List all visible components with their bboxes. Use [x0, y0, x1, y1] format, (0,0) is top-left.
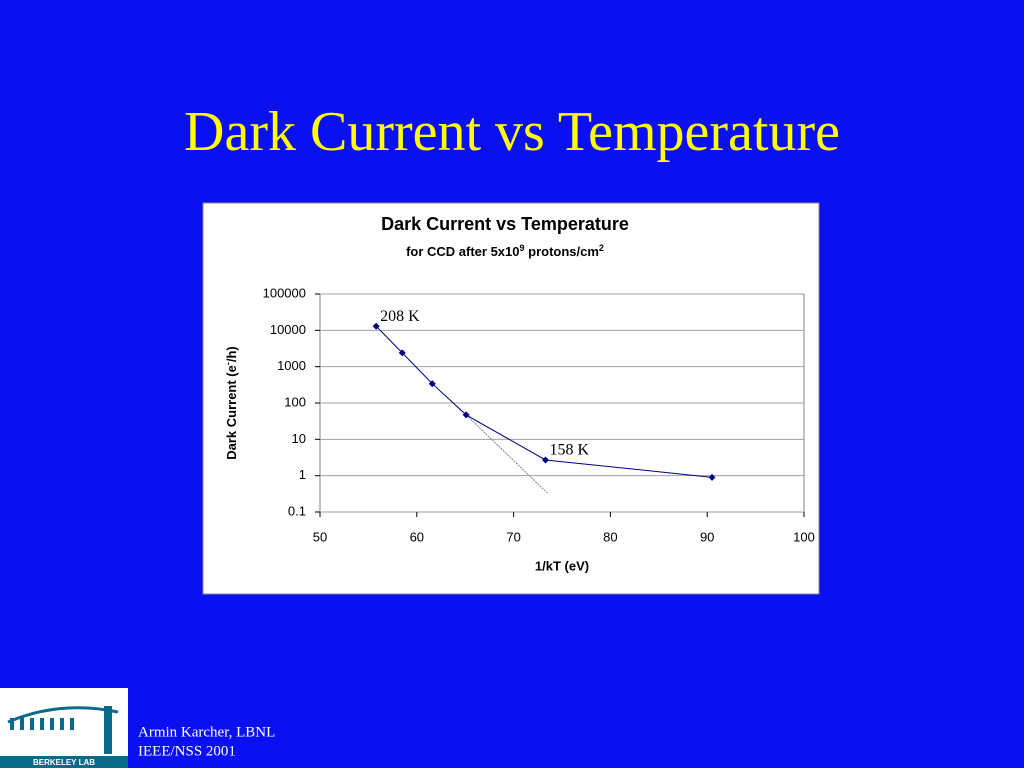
x-tick-label: 60 — [410, 529, 424, 544]
y-tick-label: 1000 — [277, 358, 306, 373]
data-point — [372, 322, 380, 330]
logo: BERKELEY LAB — [0, 688, 128, 768]
x-tick-label: 100 — [793, 529, 815, 544]
logo-posts — [10, 706, 112, 754]
logo-band — [0, 756, 128, 768]
point-annotation: 158 K — [550, 442, 590, 459]
data-point — [428, 380, 436, 388]
y-tick-label: 100 — [284, 394, 306, 409]
superscript: 2 — [599, 243, 604, 253]
text-part: for CCD after 5x10 — [406, 244, 519, 259]
chart-subtitle: for CCD after 5x109 protons/cm2 — [406, 243, 604, 259]
data-point — [462, 411, 470, 419]
y-tick-label: 100000 — [263, 285, 306, 300]
text-part: protons/cm — [525, 244, 599, 259]
logo-text: BERKELEY LAB — [33, 758, 95, 767]
series-line — [375, 325, 713, 478]
data-point — [708, 473, 716, 481]
text-part: Dark Current (e — [224, 365, 239, 460]
y-tick-label: 10000 — [270, 322, 306, 337]
trendline — [465, 414, 548, 494]
footer-author: Armin Karcher, LBNL — [138, 724, 275, 740]
data-point — [542, 456, 550, 464]
x-tick-label: 80 — [603, 529, 617, 544]
chart-title: Dark Current vs Temperature — [381, 214, 629, 234]
y-tick-label: 10 — [292, 431, 306, 446]
x-tick-label: 90 — [700, 529, 714, 544]
slide-title: Dark Current vs Temperature — [184, 101, 840, 163]
data-point — [398, 349, 406, 357]
footer-event: IEEE/NSS 2001 — [138, 743, 236, 759]
text-part: /h) — [224, 346, 239, 362]
x-tick-label: 50 — [313, 529, 327, 544]
point-annotation: 208 K — [380, 308, 420, 325]
superscript: 9 — [520, 243, 525, 253]
x-axis-label: 1/kT (eV) — [535, 558, 589, 573]
y-axis-label: Dark Current (e-/h) — [223, 346, 239, 460]
superscript: - — [223, 362, 233, 365]
y-tick-label: 1 — [299, 467, 306, 482]
y-tick-label: 0.1 — [288, 503, 306, 518]
x-tick-label: 70 — [506, 529, 520, 544]
